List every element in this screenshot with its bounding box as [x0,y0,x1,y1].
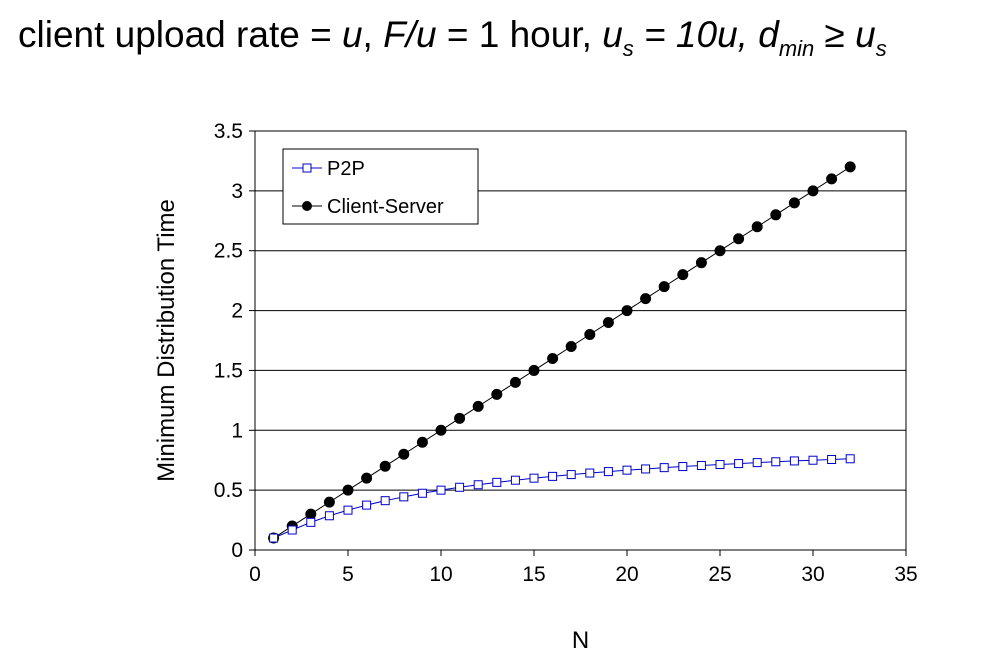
series-line-p2p [273,458,851,539]
p2p-point [269,533,279,543]
x-tick-label: 10 [429,563,452,586]
client-server-point [323,496,335,508]
client-server-point [416,436,428,448]
x-axis-label: N [572,627,589,654]
p2p-point [789,456,799,466]
p2p-point [659,463,669,473]
client-server-point [677,269,689,281]
p2p-point [771,457,781,467]
p2p-point [362,500,372,510]
client-server-point [807,185,819,197]
client-server-point [658,281,670,293]
client-server-point [435,424,447,436]
y-axis-label: Minimum Distribution Time [153,199,180,482]
y-tick-label: 2 [231,300,243,323]
chart-title: client upload rate = u, F/u = 1 hour, us… [18,14,887,61]
client-server-point [547,352,559,364]
plot-area [254,130,907,551]
client-server-point [472,400,484,412]
p2p-point [492,477,502,487]
client-server-point [379,460,391,472]
p2p-point [678,462,688,472]
y-tick-label: 0.5 [214,479,243,502]
client-server-point [528,364,540,376]
p2p-point [845,454,855,464]
p2p-point [734,459,744,469]
p2p-point [548,471,558,481]
client-server-point [398,448,410,460]
legend-box [282,148,479,225]
client-server-point [342,484,354,496]
y-tick-label: 1.5 [214,359,243,382]
client-server-point [621,305,633,317]
p2p-point [324,511,334,521]
legend-label: Client-Server [327,196,444,218]
legend-label: P2P [327,158,365,180]
p2p-point [417,488,427,498]
p2p-point [436,485,446,495]
p2p-point [529,473,539,483]
p2p-point [399,492,409,502]
p2p-point [827,454,837,464]
client-server-point [602,317,614,329]
p2p-point [808,455,818,465]
client-server-point [454,412,466,424]
p2p-point [696,460,706,470]
client-server-point [751,221,763,233]
p2p-point [473,480,483,490]
client-server-point [714,245,726,257]
p2p-point [510,475,520,485]
client-server-point [640,293,652,305]
x-tick-label: 0 [249,563,261,586]
p2p-point [603,467,613,477]
client-server-point [826,173,838,185]
legend: P2P Client-Server [282,148,479,225]
x-tick-label: 25 [708,563,731,586]
client-server-point [491,388,503,400]
p2p-point [343,505,353,515]
client-server-point [305,508,317,520]
client-server-point [844,161,856,173]
client-server-point [361,472,373,484]
x-tick-label: 5 [342,563,354,586]
y-tick-label: 1 [231,419,243,442]
p2p-point [585,468,595,478]
y-tick-label: 2.5 [214,240,243,263]
client-server-point [584,329,596,341]
p2p-point [641,464,651,474]
p2p-point [306,517,316,527]
client-server-point [733,233,745,245]
p2p-point [622,465,632,475]
x-tick-label: 35 [894,563,917,586]
series-layer [268,161,856,544]
x-tick-label: 15 [522,563,545,586]
y-tick-label: 3.5 [214,120,243,143]
p2p-point [566,470,576,480]
x-tick-label: 30 [801,563,824,586]
axis-ticks: 0 0.5 1 1.5 2 2.5 3 3.5 0 5 10 15 20 25 30 35 [214,120,918,586]
client-server-point [770,209,782,221]
y-tick-label: 0 [231,539,243,562]
client-server-point [509,376,521,388]
p2p-point [287,525,297,535]
p2p-point [455,482,465,492]
p2p-point [715,460,725,470]
client-server-point [695,257,707,269]
client-server-point [565,340,577,352]
legend-marker-circle [302,201,312,211]
p2p-point [752,458,762,468]
client-server-point [788,197,800,209]
p2p-point [380,496,390,506]
x-tick-label: 20 [615,563,638,586]
y-tick-label: 3 [231,180,243,203]
legend-marker-square [302,163,312,173]
